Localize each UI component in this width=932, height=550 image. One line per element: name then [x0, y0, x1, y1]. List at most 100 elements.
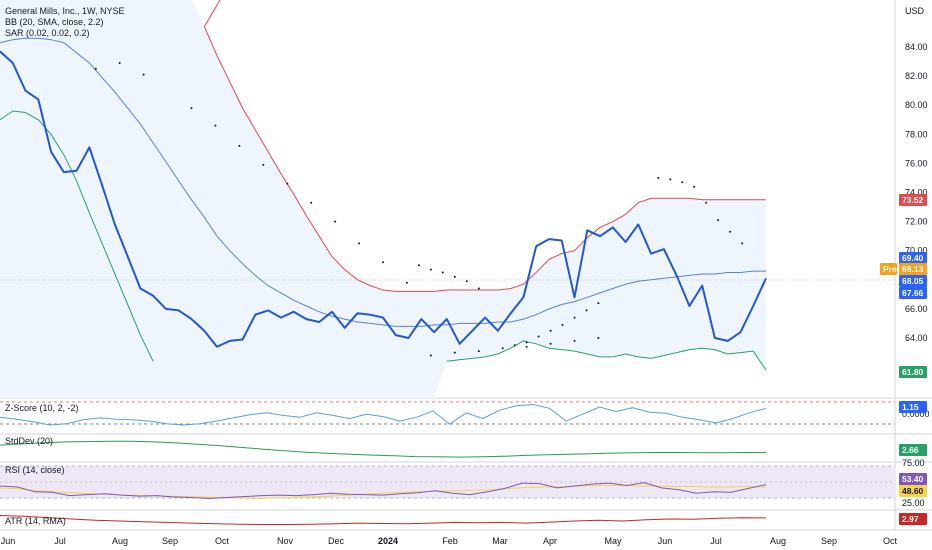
- price-tag: [899, 366, 927, 378]
- sar-dot: [525, 345, 528, 348]
- sar-legend[interactable]: SAR (0.02, 0.02, 0.2): [5, 28, 90, 38]
- price-tick-label: 84.00: [905, 42, 928, 52]
- stddev-pane: [0, 440, 766, 458]
- rsi-legend[interactable]: RSI (14, close): [5, 465, 65, 475]
- zscore-tick: 0.0000: [902, 409, 930, 419]
- sar-dot: [94, 67, 97, 70]
- time-tick-label: Sep: [821, 536, 837, 546]
- time-tick-label: Mar: [492, 536, 508, 546]
- sar-dot: [142, 73, 145, 76]
- time-tick-label: Apr: [543, 536, 557, 546]
- price-tag: [899, 287, 927, 299]
- bb-legend[interactable]: BB (20, SMA, close, 2.2): [5, 17, 104, 27]
- time-tick-label: 2024: [378, 536, 398, 546]
- atr-line: [0, 515, 767, 525]
- sar-dot: [549, 329, 552, 332]
- stddev-legend[interactable]: StdDev (20): [5, 436, 53, 446]
- price-tag-label: 68.13: [902, 264, 924, 274]
- time-tick-label: Feb: [442, 536, 458, 546]
- sar-dot: [585, 309, 588, 312]
- price-tags: 73.52 69.40 Pre 68.13 68.05 67.66 61.80: [880, 194, 927, 378]
- sar-dot: [549, 342, 552, 345]
- sar-dot: [573, 339, 576, 342]
- sar-dot: [597, 337, 600, 339]
- time-tick-label: Jun: [1, 536, 16, 546]
- zscore-tag: [899, 401, 927, 413]
- sar-dot: [441, 271, 444, 274]
- sar-dot: [597, 302, 600, 305]
- atr-legend[interactable]: ATR (14, RMA): [5, 516, 66, 526]
- bollinger-fill: [0, 0, 766, 398]
- bb-lower-line: [446, 340, 767, 371]
- stddev-label: 2.66: [902, 445, 919, 455]
- atr-label: 2.97: [902, 514, 919, 524]
- symbol-title[interactable]: General Mills, Inc., 1W, NYSE: [5, 6, 125, 16]
- sar-dot: [717, 219, 720, 222]
- pre-market-label: Pre: [883, 264, 897, 274]
- price-tick-label: 72.00: [905, 217, 928, 227]
- sar-dot: [681, 181, 684, 184]
- zscore-label: 1.15: [902, 402, 919, 412]
- sar-dot: [453, 351, 456, 354]
- time-tick-label: Aug: [112, 536, 128, 546]
- sar-dot: [310, 201, 313, 204]
- bb-upper-line: [203, 26, 766, 292]
- price-tag-label: 73.52: [902, 195, 924, 205]
- time-tick-label: Jul: [710, 536, 722, 546]
- price-tag-label: 69.40: [902, 253, 924, 263]
- sar-dot: [358, 242, 361, 245]
- zscore-legend[interactable]: Z-Score (10, 2, -2): [5, 403, 79, 413]
- time-tick-label: May: [604, 536, 622, 546]
- time-tick-label: Aug: [770, 536, 786, 546]
- stddev-tag: [899, 444, 927, 456]
- sar-dot: [741, 242, 744, 245]
- price-tick-label: 70.00: [905, 246, 928, 256]
- atr-tag: [899, 513, 927, 525]
- rsi-ma-tag: [899, 485, 927, 497]
- time-tick-label: Jul: [54, 536, 66, 546]
- bb-lower-line-early: [0, 110, 154, 362]
- sar-dot: [214, 124, 217, 127]
- currency-label[interactable]: USD: [905, 6, 925, 16]
- sar-dot: [465, 280, 468, 283]
- time-axis[interactable]: Jun Jul Aug Sep Oct Nov Dec 2024 Feb Mar Apr May Jun…: [1, 536, 898, 546]
- price-tag: [899, 252, 927, 264]
- zscore-pane: [0, 401, 895, 426]
- rsi-ma-label: 48.60: [902, 486, 924, 496]
- time-tick-label: Nov: [277, 536, 294, 546]
- bollinger-bands: [0, 0, 767, 371]
- bb-fill-area: [0, 0, 766, 398]
- price-tick-label: 78.00: [905, 129, 928, 139]
- time-tick-label: Oct: [215, 536, 230, 546]
- price-tag-label: 68.05: [902, 276, 924, 286]
- sar-dot: [693, 185, 696, 188]
- stddev-line: [0, 440, 766, 458]
- zscore-line: [0, 403, 767, 426]
- sar-dot: [453, 275, 456, 278]
- sar-dot: [513, 344, 516, 347]
- price-tick-label: 64.00: [905, 333, 928, 343]
- time-tick-label: Dec: [328, 536, 345, 546]
- time-tick-label: Jun: [658, 536, 673, 546]
- time-tick-label: Sep: [162, 536, 178, 546]
- rsi-bottom-tick: 25.00: [902, 498, 925, 508]
- bb-upper-line-early: [203, 0, 221, 27]
- sar-dot: [382, 261, 384, 264]
- sar-dot: [429, 268, 432, 271]
- sar-dot: [262, 163, 265, 166]
- price-series[interactable]: [0, 50, 767, 348]
- rsi-pane: [0, 465, 895, 500]
- atr-pane: [0, 515, 767, 525]
- price-tag-label: 61.80: [902, 367, 924, 377]
- sar-dot: [501, 347, 504, 350]
- rsi-label: 53.40: [902, 474, 924, 484]
- sar-dot: [477, 287, 480, 290]
- sar-dot: [669, 178, 672, 181]
- price-line: [0, 50, 767, 348]
- sar-dot: [190, 107, 193, 110]
- sar-dot: [537, 335, 540, 338]
- price-tick-label: 74.00: [905, 188, 928, 198]
- price-tick-label: 80.00: [905, 100, 928, 110]
- sar-dot: [525, 341, 528, 344]
